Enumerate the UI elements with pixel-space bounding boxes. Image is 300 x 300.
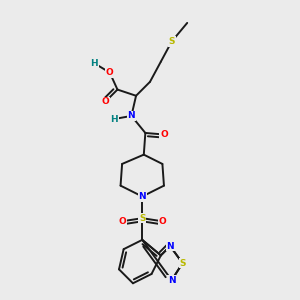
Text: O: O (160, 130, 168, 139)
Text: O: O (101, 98, 109, 106)
Text: O: O (118, 217, 126, 226)
Text: N: N (168, 276, 176, 285)
Text: N: N (128, 111, 135, 120)
Text: S: S (139, 214, 146, 223)
Text: H: H (90, 59, 98, 68)
Text: S: S (168, 37, 175, 46)
Text: S: S (179, 259, 186, 268)
Text: N: N (138, 192, 146, 201)
Text: O: O (158, 217, 166, 226)
Text: O: O (106, 68, 114, 77)
Text: N: N (166, 242, 174, 250)
Text: H: H (110, 115, 118, 124)
